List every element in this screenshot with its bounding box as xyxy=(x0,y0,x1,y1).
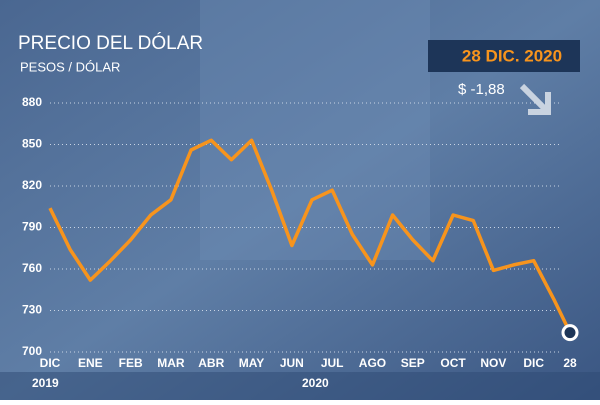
x-tick-label: ABR xyxy=(198,356,224,370)
line xyxy=(48,138,572,334)
x-tick-label: DIC xyxy=(40,356,61,370)
date-label: 28 DIC. 2020 xyxy=(462,46,562,65)
x-tick-label: NOV xyxy=(480,356,506,370)
axis-band xyxy=(0,372,600,400)
year-label: 2019 xyxy=(32,376,59,390)
y-tick-label: 730 xyxy=(22,303,42,317)
y-tick-label: 850 xyxy=(22,137,42,151)
chart-subtitle: PESOS / DÓLAR xyxy=(20,59,120,74)
x-tick-label: ENE xyxy=(78,356,103,370)
x-tick-label: OCT xyxy=(440,356,466,370)
change-label: $ -1,88 xyxy=(458,81,505,98)
y-tick-label: 760 xyxy=(22,261,42,275)
year-label: 2020 xyxy=(302,376,329,390)
y-tick-label: 790 xyxy=(22,220,42,234)
down-arrow-icon xyxy=(519,83,551,115)
end-marker xyxy=(561,324,579,342)
x-tick-label: SEP xyxy=(401,356,425,370)
y-tick-label: 880 xyxy=(22,95,42,109)
x-tick-label: MAR xyxy=(157,356,185,370)
y-tick-label: 700 xyxy=(22,344,42,358)
x-tick-label: FEB xyxy=(119,356,143,370)
y-tick-label: 820 xyxy=(22,178,42,192)
x-tick-label: AGO xyxy=(359,356,386,370)
x-tick-label: 28 xyxy=(563,356,577,370)
x-tick-label: MAY xyxy=(239,356,265,370)
x-tick-label: JUL xyxy=(321,356,344,370)
plot: 700 730 760 790 820 850 880 DIC ENE FEB MAR ABR MAY J… xyxy=(22,95,579,370)
date-box xyxy=(428,40,580,72)
chart-title: PRECIO DEL DÓLAR xyxy=(18,32,203,54)
x-tick-label: JUN xyxy=(280,356,304,370)
x-tick-label: DIC xyxy=(523,356,544,370)
